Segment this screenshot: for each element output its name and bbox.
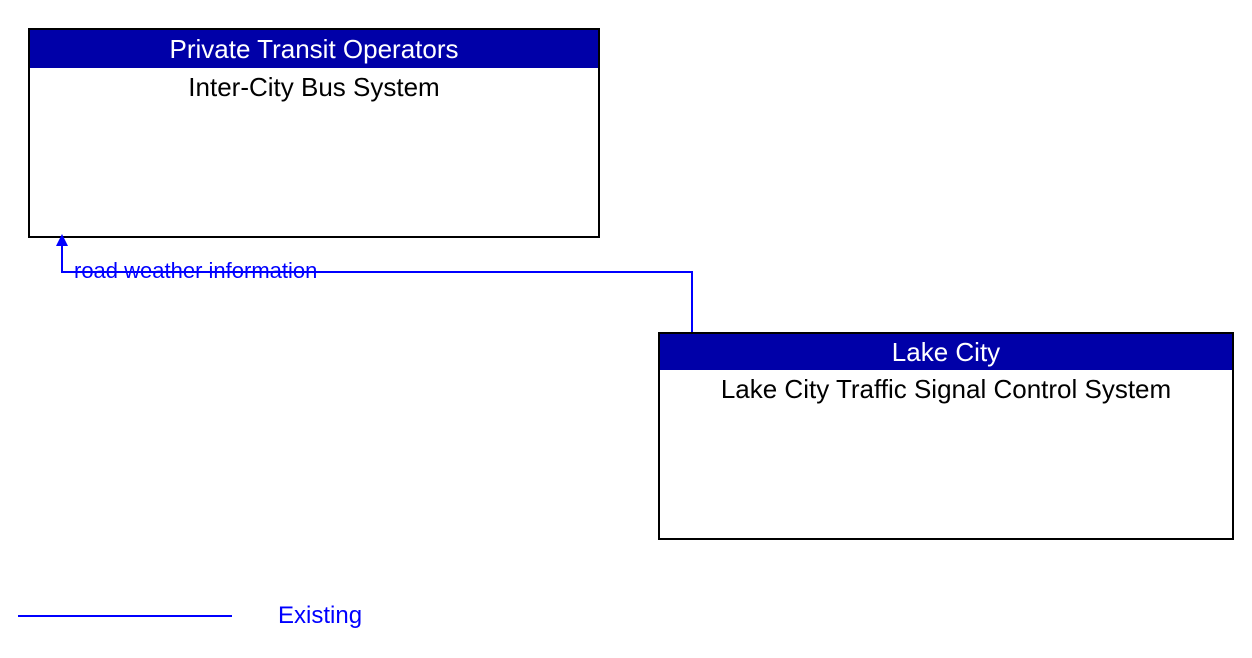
node-body-inter-city-bus-system: Inter-City Bus System: [30, 68, 598, 236]
node-header-private-transit-operators: Private Transit Operators: [30, 30, 598, 68]
node-header-lake-city: Lake City: [660, 334, 1232, 370]
node-body-lake-city-traffic-signal: Lake City Traffic Signal Control System: [660, 370, 1232, 538]
legend-label-existing: Existing: [278, 602, 362, 630]
legend-line: [18, 612, 232, 620]
node-lake-city: Lake City Lake City Traffic Signal Contr…: [658, 332, 1234, 540]
edge-label-road-weather-information: road weather information: [74, 258, 317, 284]
node-private-transit-operators: Private Transit Operators Inter-City Bus…: [28, 28, 600, 238]
